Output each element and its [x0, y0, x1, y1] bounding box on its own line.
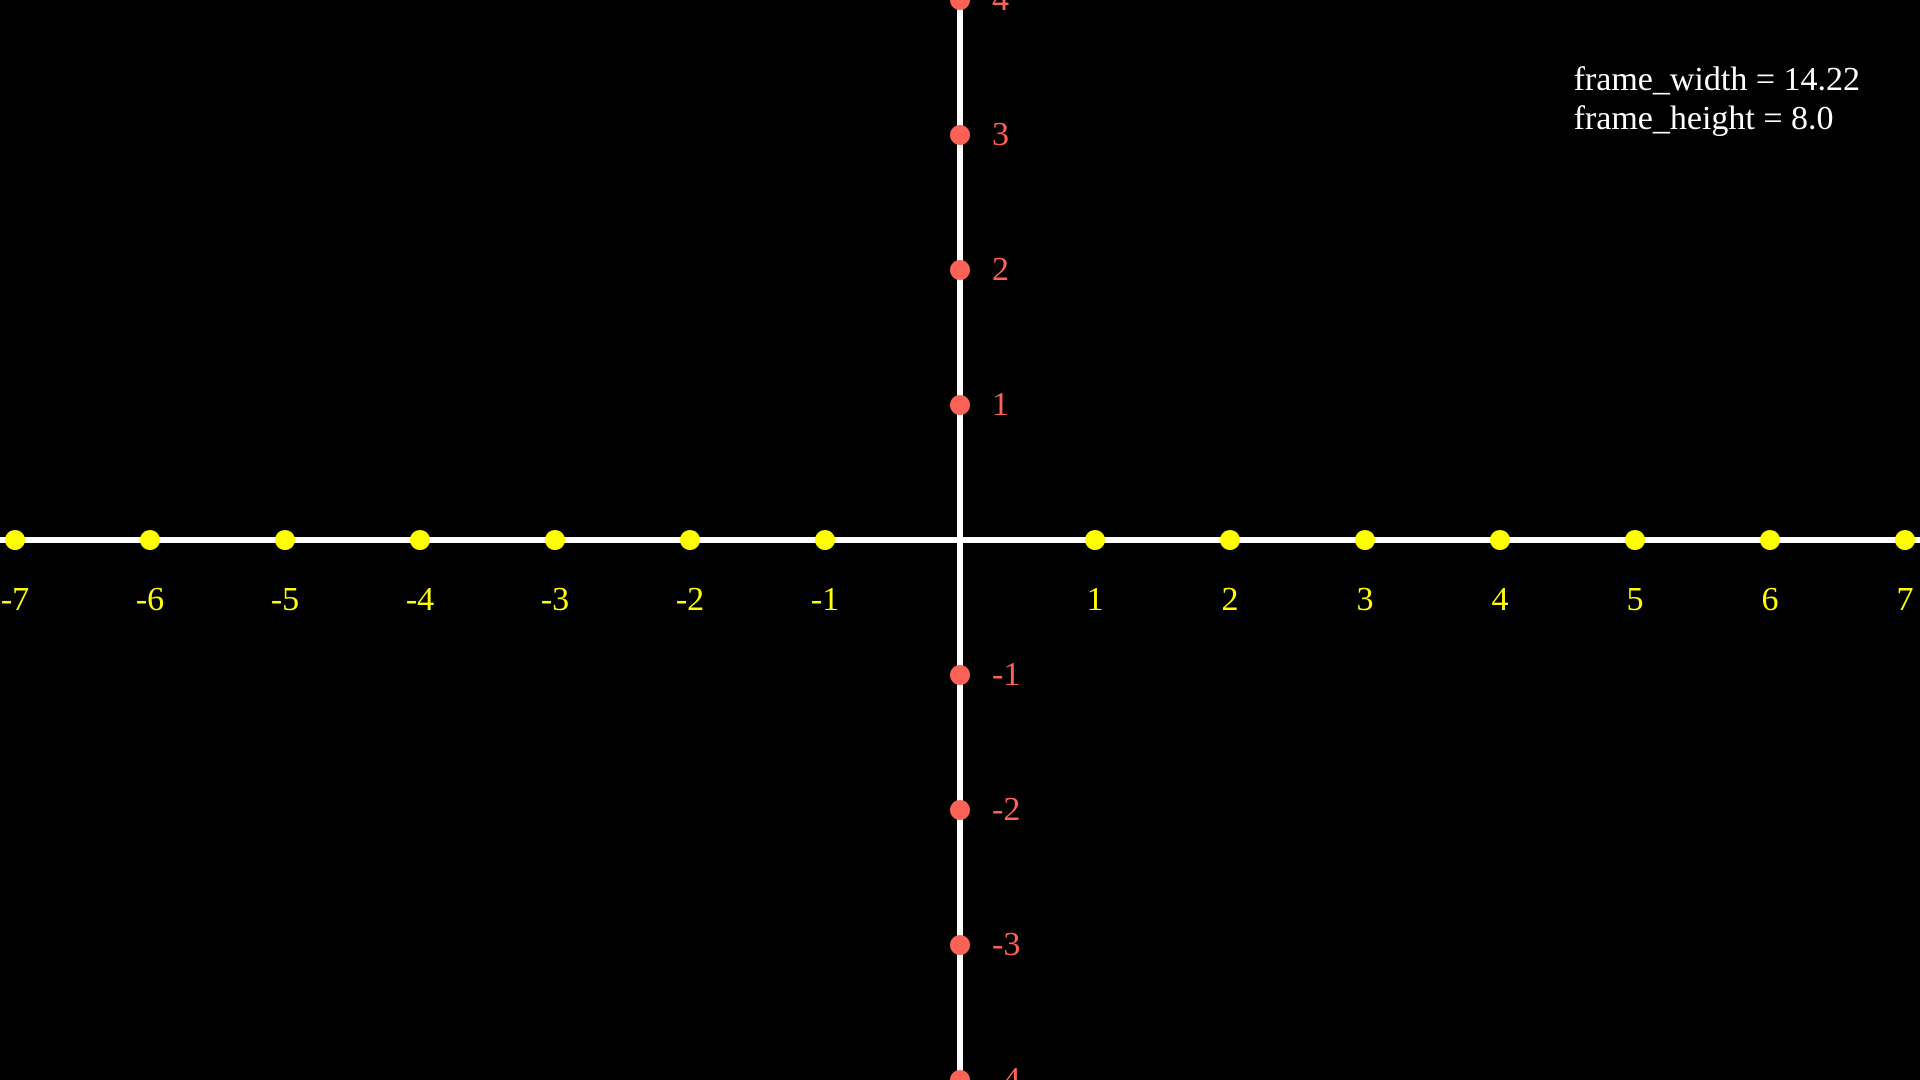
- x-tick-label: 4: [1492, 581, 1509, 619]
- x-tick-dot: [410, 530, 430, 550]
- x-tick-dot: [5, 530, 25, 550]
- frame-info: frame_width = 14.22 frame_height = 8.0: [1574, 60, 1860, 138]
- frame-width-label: frame_width = 14.22: [1574, 60, 1860, 99]
- x-tick-label: -1: [811, 581, 839, 619]
- y-tick-dot: [950, 395, 970, 415]
- y-tick-dot: [950, 800, 970, 820]
- x-tick-dot: [1895, 530, 1915, 550]
- y-tick-label: 1: [992, 386, 1009, 424]
- x-tick-label: -4: [406, 581, 434, 619]
- x-tick-dot: [1355, 530, 1375, 550]
- x-tick-dot: [140, 530, 160, 550]
- x-tick-label: -5: [271, 581, 299, 619]
- frame-height-label: frame_height = 8.0: [1574, 99, 1860, 138]
- x-tick-dot: [1085, 530, 1105, 550]
- y-tick-label: 3: [992, 116, 1009, 154]
- x-tick-label: 5: [1627, 581, 1644, 619]
- x-tick-label: 7: [1897, 581, 1914, 619]
- x-tick-label: 1: [1087, 581, 1104, 619]
- x-tick-dot: [680, 530, 700, 550]
- x-tick-label: -7: [1, 581, 29, 619]
- y-tick-label: -4: [992, 1061, 1020, 1080]
- x-tick-label: 3: [1357, 581, 1374, 619]
- y-tick-dot: [950, 1070, 970, 1080]
- y-tick-label: -3: [992, 926, 1020, 964]
- y-tick-dot: [950, 665, 970, 685]
- y-tick-label: -2: [992, 791, 1020, 829]
- x-tick-dot: [275, 530, 295, 550]
- y-tick-label: -1: [992, 656, 1020, 694]
- x-tick-dot: [1625, 530, 1645, 550]
- y-axis-line: [957, 0, 963, 1080]
- x-tick-label: -6: [136, 581, 164, 619]
- y-tick-dot: [950, 125, 970, 145]
- x-tick-dot: [1490, 530, 1510, 550]
- y-tick-label: 4: [992, 0, 1009, 19]
- x-tick-label: 2: [1222, 581, 1239, 619]
- x-tick-dot: [1220, 530, 1240, 550]
- y-tick-dot: [950, 260, 970, 280]
- x-tick-label: -2: [676, 581, 704, 619]
- x-tick-dot: [545, 530, 565, 550]
- y-tick-label: 2: [992, 251, 1009, 289]
- x-tick-dot: [1760, 530, 1780, 550]
- y-tick-dot: [950, 935, 970, 955]
- x-tick-label: 6: [1762, 581, 1779, 619]
- x-tick-dot: [815, 530, 835, 550]
- coordinate-plane: frame_width = 14.22 frame_height = 8.0 -…: [0, 0, 1920, 1080]
- y-tick-dot: [950, 0, 970, 10]
- x-tick-label: -3: [541, 581, 569, 619]
